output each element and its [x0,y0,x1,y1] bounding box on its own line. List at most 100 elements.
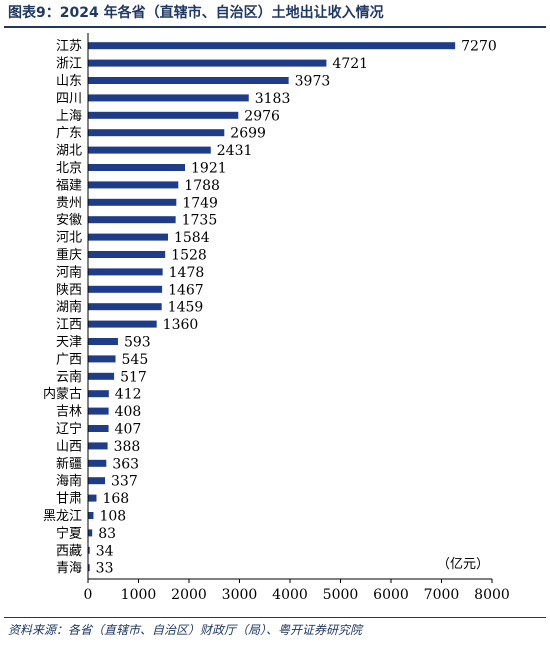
value-label: 412 [115,387,142,403]
value-label: 2976 [244,108,280,124]
bars [88,42,456,572]
x-tick-label: 6000 [373,587,409,603]
bar [88,494,97,502]
bar [88,285,163,293]
title-rule [4,26,546,28]
value-label: 545 [122,352,149,368]
bar [88,442,108,450]
bar [88,77,289,84]
value-label: 1467 [168,282,204,298]
value-label: 33 [96,561,114,577]
value-label: 388 [114,439,141,455]
category-label: 河北 [56,231,82,246]
bar [88,459,107,467]
value-label: 337 [111,474,138,490]
category-label: 广西 [56,352,82,367]
bar [88,181,179,189]
category-label: 西藏 [56,544,82,559]
x-tick-label: 3000 [222,587,258,603]
category-label: 山东 [56,74,82,89]
category-label: 安徽 [56,213,82,228]
x-axis: 0 1000 2000 3000 4000 5000 6000 7000 8000 [84,33,510,603]
category-label: 内蒙古 [43,386,82,402]
bar [88,407,109,415]
figure-title: 图表9：2024 年各省（直辖市、自治区）土地出让收入情况 [8,5,384,21]
category-label: 甘肃 [56,492,82,507]
category-label: 青海 [56,561,82,576]
value-label: 3973 [295,74,331,90]
category-label: 云南 [56,369,82,385]
category-label: 天津 [56,335,82,350]
value-label: 108 [99,509,126,525]
value-label: 1749 [182,195,218,211]
category-label: 湖北 [56,144,82,159]
bar [88,564,90,572]
category-label: 重庆 [56,247,82,263]
category-label: 广东 [56,126,82,141]
value-label: 1788 [184,178,220,194]
x-tick-label: 5000 [323,587,359,603]
bar [88,512,94,519]
x-tick-label: 7000 [424,587,460,603]
bar [88,425,109,432]
bar [88,268,163,276]
bar [88,355,116,363]
category-label: 上海 [56,109,82,124]
bar [88,146,211,154]
bar [88,233,168,241]
value-label: 3183 [255,91,291,107]
category-label: 北京 [56,161,82,176]
bar [88,320,157,328]
bar [88,111,239,119]
category-label: 辽宁 [56,421,82,437]
bar [88,338,118,345]
bar [88,477,106,485]
bar [88,198,177,206]
bar [88,390,109,398]
bar-chart: 江苏浙江山东四川上海广东湖北北京福建贵州安徽河北重庆河南陕西湖南江西天津广西云南… [43,33,510,603]
x-tick-label: 0 [84,587,93,603]
bar [88,303,162,311]
category-label: 山西 [56,439,82,454]
category-labels: 江苏浙江山东四川上海广东湖北北京福建贵州安徽河北重庆河南陕西湖南江西天津广西云南… [43,38,82,576]
category-label: 浙江 [56,57,82,72]
category-label: 江苏 [56,38,82,54]
bar [88,216,176,224]
value-label: 407 [115,422,142,438]
category-label: 新疆 [56,456,82,472]
x-tick-label: 8000 [474,587,510,603]
bar [88,546,90,554]
value-label: 83 [98,526,116,542]
x-tick-label: 1000 [121,587,157,603]
value-label: 168 [102,491,129,507]
category-label: 湖南 [56,299,82,315]
unit-label: （亿元） [437,557,489,572]
category-label: 贵州 [56,196,82,211]
bar [88,59,327,67]
x-tick-label: 2000 [171,587,207,603]
value-label: 2431 [217,143,253,159]
category-label: 陕西 [56,283,82,298]
bar [88,94,249,102]
x-tick-label: 4000 [272,587,308,603]
category-label: 海南 [56,473,82,489]
bar [88,372,115,380]
value-label: 363 [112,456,139,472]
value-label: 1735 [182,213,218,229]
category-label: 宁夏 [56,525,82,541]
category-label: 吉林 [56,405,82,420]
source-rule [4,617,546,618]
value-label: 4721 [332,56,368,72]
category-label: 河南 [56,264,82,280]
value-label: 7270 [461,39,497,55]
value-label: 1360 [163,317,199,333]
bar [88,251,166,258]
value-label: 2699 [230,126,266,142]
category-label: 江西 [56,318,82,333]
category-label: 四川 [56,91,82,106]
value-label: 408 [115,404,142,420]
bar [88,164,186,171]
value-label: 517 [120,369,147,385]
bar [88,129,225,137]
